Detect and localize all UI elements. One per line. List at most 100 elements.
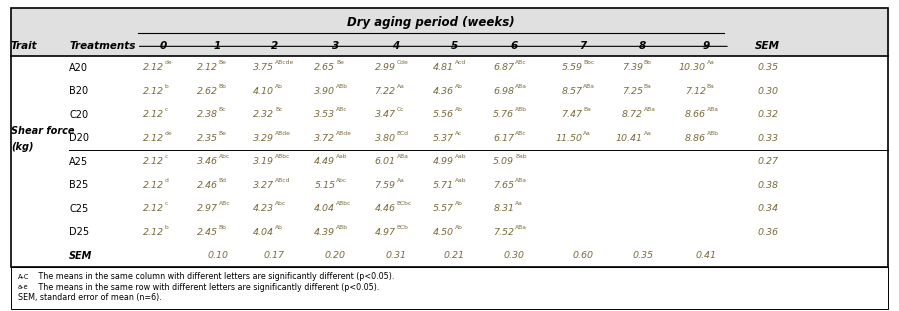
Text: 8.72: 8.72 (622, 110, 643, 119)
Text: de: de (165, 60, 172, 65)
Text: 4.36: 4.36 (433, 87, 454, 96)
Text: Abc: Abc (218, 154, 230, 159)
Text: a-e: a-e (18, 284, 29, 290)
Text: Bb: Bb (218, 84, 227, 89)
Text: 4.23: 4.23 (254, 204, 274, 213)
Text: 7.47: 7.47 (562, 110, 583, 119)
Text: BCb: BCb (396, 225, 408, 230)
Text: 3.72: 3.72 (315, 134, 335, 143)
Text: 5.71: 5.71 (433, 181, 454, 190)
Text: 3.75: 3.75 (254, 63, 274, 72)
Text: 2.12: 2.12 (197, 63, 218, 72)
Text: 6.98: 6.98 (494, 87, 514, 96)
Text: Aa: Aa (583, 131, 592, 136)
Text: ABa: ABa (583, 84, 595, 89)
Text: 2.45: 2.45 (197, 228, 218, 237)
Text: ABa: ABa (515, 178, 527, 183)
Text: 3.29: 3.29 (254, 134, 274, 143)
Text: 4.99: 4.99 (433, 157, 454, 166)
Text: A25: A25 (69, 157, 88, 167)
Text: Acd: Acd (455, 60, 467, 65)
Text: 5.56: 5.56 (433, 110, 454, 119)
Text: c: c (165, 107, 168, 112)
Text: Bd: Bd (218, 178, 227, 183)
Text: Cde: Cde (396, 60, 408, 65)
Text: 4.04: 4.04 (315, 204, 335, 213)
Text: B20: B20 (69, 86, 88, 96)
Text: Ab: Ab (275, 225, 283, 230)
Text: Bb: Bb (218, 225, 227, 230)
Text: ABb: ABb (515, 107, 527, 112)
Text: 2.12: 2.12 (143, 228, 164, 237)
Text: 2.65: 2.65 (315, 63, 335, 72)
Text: 8.66: 8.66 (685, 110, 706, 119)
Text: Ab: Ab (455, 201, 463, 206)
Text: ABcde: ABcde (275, 60, 294, 65)
Text: 1: 1 (214, 41, 221, 51)
Text: C25: C25 (69, 204, 88, 214)
Text: 0.60: 0.60 (572, 251, 593, 260)
Text: 2.32: 2.32 (254, 110, 274, 119)
Text: Ba: Ba (707, 84, 715, 89)
Text: Aa: Aa (396, 178, 405, 183)
Text: 3.47: 3.47 (375, 110, 396, 119)
Text: 3.27: 3.27 (254, 181, 274, 190)
Text: Be: Be (218, 60, 227, 65)
Text: SEM: SEM (69, 251, 93, 261)
Text: D25: D25 (69, 227, 89, 237)
Bar (11, 56, 888, 267)
Text: ABbc: ABbc (275, 154, 290, 159)
Text: 2.97: 2.97 (197, 204, 218, 213)
Text: 2.99: 2.99 (375, 63, 396, 72)
Text: Aab: Aab (455, 178, 467, 183)
Text: SEM: SEM (755, 41, 780, 51)
Text: 0.34: 0.34 (757, 204, 779, 213)
Text: 2.46: 2.46 (197, 181, 218, 190)
Text: ABa: ABa (644, 107, 655, 112)
Text: ABc: ABc (336, 107, 348, 112)
Text: ABa: ABa (396, 154, 408, 159)
Text: Shear force: Shear force (11, 126, 75, 136)
Text: 8.86: 8.86 (685, 134, 706, 143)
Text: 5.59: 5.59 (562, 63, 583, 72)
Text: 4.49: 4.49 (315, 157, 335, 166)
Text: Bbc: Bbc (583, 60, 595, 65)
Text: Bc: Bc (275, 107, 282, 112)
Text: b: b (165, 225, 168, 230)
Text: de: de (165, 131, 172, 136)
Text: Ab: Ab (455, 107, 463, 112)
Bar (11, 267, 888, 309)
Text: 5.76: 5.76 (494, 110, 514, 119)
Text: ABa: ABa (515, 84, 527, 89)
Text: 8: 8 (639, 41, 646, 51)
Text: 0.17: 0.17 (263, 251, 285, 260)
Text: 2.38: 2.38 (197, 110, 218, 119)
Text: 0.33: 0.33 (757, 134, 779, 143)
Text: 10.41: 10.41 (616, 134, 643, 143)
Text: ABde: ABde (336, 131, 352, 136)
Text: 5.09: 5.09 (494, 157, 514, 166)
Text: 9: 9 (702, 41, 709, 51)
Text: Be: Be (336, 60, 344, 65)
Text: Ab: Ab (455, 84, 463, 89)
Text: 0.31: 0.31 (385, 251, 406, 260)
Text: c: c (165, 154, 168, 159)
Text: ABb: ABb (336, 84, 348, 89)
Text: ABde: ABde (275, 131, 291, 136)
Text: 0.38: 0.38 (757, 181, 779, 190)
Text: d: d (165, 178, 168, 183)
Text: 4.46: 4.46 (375, 204, 396, 213)
Text: Aa: Aa (396, 84, 405, 89)
Text: 2.12: 2.12 (143, 87, 164, 96)
Text: 7.59: 7.59 (375, 181, 396, 190)
Text: ABa: ABa (707, 107, 718, 112)
Text: 4.39: 4.39 (315, 228, 335, 237)
Text: 6.17: 6.17 (494, 134, 514, 143)
Bar (11, 8, 888, 267)
Text: Aa: Aa (644, 131, 652, 136)
Text: 3.53: 3.53 (315, 110, 335, 119)
Text: 5.15: 5.15 (315, 181, 335, 190)
Text: 0.27: 0.27 (757, 157, 779, 166)
Text: 5: 5 (450, 41, 458, 51)
Text: 10.30: 10.30 (679, 63, 706, 72)
